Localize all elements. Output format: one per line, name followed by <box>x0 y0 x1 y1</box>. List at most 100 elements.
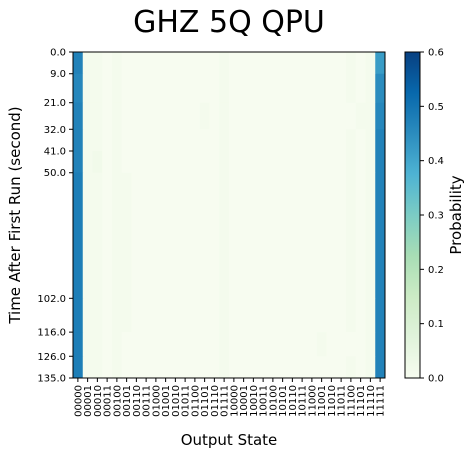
heatmap-cell <box>355 172 366 299</box>
heatmap-cell <box>316 73 327 104</box>
heatmap-cell <box>316 172 327 299</box>
heatmap-cell <box>209 52 220 75</box>
heatmap-cell <box>141 172 152 299</box>
heatmap-cell <box>82 102 93 130</box>
heatmap-cell <box>375 129 386 152</box>
heatmap-cell <box>336 172 347 299</box>
heatmap-cell <box>375 172 386 299</box>
heatmap-cell <box>238 52 249 75</box>
heatmap-cell <box>238 102 249 130</box>
heatmap-cell <box>190 172 201 299</box>
heatmap-cell <box>160 172 171 299</box>
heatmap-cell <box>229 73 240 104</box>
heatmap-cell <box>287 298 298 333</box>
heatmap-cell <box>73 52 84 75</box>
heatmap-cell <box>141 298 152 333</box>
heatmap-cell <box>277 102 288 130</box>
heatmap-cell <box>112 172 123 299</box>
heatmap-cell <box>307 151 318 174</box>
colorbar-tick-label: 0.4 <box>428 156 444 167</box>
heatmap-cell <box>141 73 152 104</box>
colorbar <box>404 51 421 379</box>
x-tick-label: 00000 <box>73 385 84 417</box>
heatmap-cell <box>102 356 113 379</box>
heatmap-cell <box>102 52 113 75</box>
heatmap-cell <box>229 172 240 299</box>
heatmap-cell <box>238 298 249 333</box>
heatmap-cell <box>229 52 240 75</box>
heatmap-cell <box>151 73 162 104</box>
heatmap-cell <box>160 129 171 152</box>
x-tick-label: 01010 <box>171 385 182 417</box>
heatmap-cell <box>92 298 103 333</box>
heatmap-cell <box>277 151 288 174</box>
heatmap-cell <box>287 332 298 357</box>
heatmap-cell <box>355 129 366 152</box>
heatmap-cell <box>199 332 210 357</box>
heatmap-cell <box>277 172 288 299</box>
heatmap-cell <box>199 172 210 299</box>
heatmap-cell <box>268 172 279 299</box>
heatmap-cell <box>297 298 308 333</box>
heatmap-cell <box>307 332 318 357</box>
heatmap-cell <box>287 356 298 379</box>
heatmap-cell <box>170 298 181 333</box>
heatmap-cell <box>190 52 201 75</box>
heatmap-cell <box>199 298 210 333</box>
heatmap-cell <box>131 129 142 152</box>
heatmap-cell <box>102 298 113 333</box>
heatmap-cell <box>112 73 123 104</box>
heatmap-cell <box>82 129 93 152</box>
heatmap-cell <box>190 102 201 130</box>
x-tick-label: 11001 <box>317 385 328 417</box>
heatmap-cell <box>199 151 210 174</box>
heatmap-cell <box>326 129 337 152</box>
x-tick-label: 00010 <box>93 385 104 417</box>
heatmap-cell <box>102 102 113 130</box>
heatmap-cell <box>219 52 230 75</box>
heatmap-cell <box>307 356 318 379</box>
heatmap-cell <box>180 129 191 152</box>
heatmap-cell <box>199 73 210 104</box>
heatmap-cell <box>73 332 84 357</box>
heatmap-cell <box>346 332 357 357</box>
heatmap-cell <box>326 102 337 130</box>
heatmap-cell <box>121 172 132 299</box>
heatmap-cell <box>229 298 240 333</box>
heatmap-cell <box>258 151 269 174</box>
heatmap-cell <box>258 102 269 130</box>
heatmap-cell <box>326 172 337 299</box>
heatmap-cell <box>82 151 93 174</box>
heatmap-cell <box>248 52 259 75</box>
heatmap-cell <box>112 151 123 174</box>
heatmap-cell <box>170 172 181 299</box>
heatmap-cell <box>375 332 386 357</box>
heatmap-cell <box>112 102 123 130</box>
heatmap-cell <box>151 151 162 174</box>
heatmap-cell <box>229 356 240 379</box>
x-tick-label: 00001 <box>83 385 94 417</box>
heatmap-cell <box>346 52 357 75</box>
heatmap-cell <box>209 298 220 333</box>
heatmap-cell <box>346 298 357 333</box>
heatmap-cell <box>190 73 201 104</box>
x-tick-label: 00111 <box>142 385 153 417</box>
heatmap-cell <box>336 102 347 130</box>
heatmap-cell <box>199 52 210 75</box>
heatmap-cell <box>219 332 230 357</box>
heatmap-cell <box>346 172 357 299</box>
y-tick-label: 116.0 <box>37 328 66 339</box>
x-tick-label: 01110 <box>210 385 221 417</box>
colorbar-tick-label: 0.5 <box>428 102 444 113</box>
heatmap-cell <box>180 151 191 174</box>
heatmap-cell <box>365 102 376 130</box>
heatmap-cell <box>355 73 366 104</box>
heatmap-cell <box>268 129 279 152</box>
heatmap-cell <box>102 151 113 174</box>
heatmap-cell <box>141 356 152 379</box>
x-tick-label: 11101 <box>356 385 367 417</box>
heatmap-cell <box>170 129 181 152</box>
colorbar-tick-label: 0.6 <box>428 48 444 59</box>
heatmap-cell <box>268 73 279 104</box>
heatmap-cell <box>375 52 386 75</box>
